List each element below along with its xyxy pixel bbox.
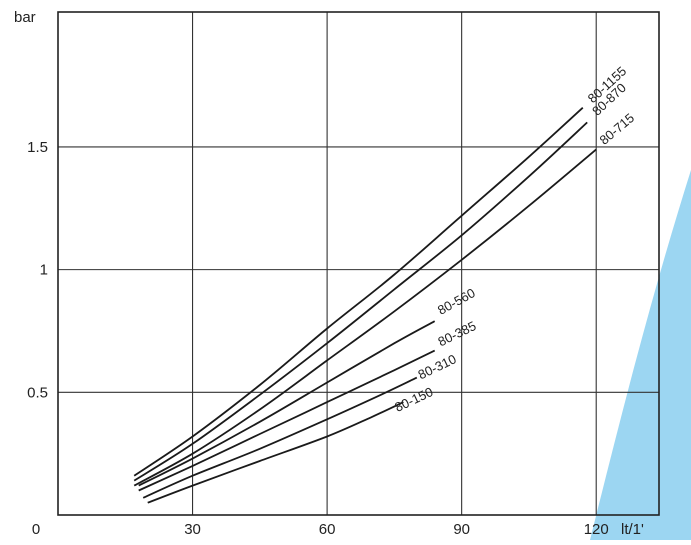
curve-80-715 <box>133 148 597 487</box>
curve-80-1155 <box>133 107 584 477</box>
x-tick-label: 90 <box>453 521 470 538</box>
tick-labels: 0 30 60 90 120 0.5 1 1.5 <box>27 139 609 538</box>
curve-80-310 <box>142 376 418 499</box>
blue-swoosh-decoration <box>590 170 691 540</box>
curve-80-870 <box>133 121 588 482</box>
x-tick-label: 0 <box>32 521 40 538</box>
series-label-80-150: 80-150 <box>392 384 435 415</box>
series-label-80-385: 80-385 <box>436 318 479 349</box>
x-tick-label: 120 <box>584 521 609 538</box>
x-tick-label: 60 <box>319 521 336 538</box>
series-labels: 80-115580-87080-71580-56080-38580-31080-… <box>392 63 637 415</box>
curve-80-560 <box>138 320 436 487</box>
x-axis-label: lt/1' <box>621 521 644 538</box>
curve-80-150 <box>147 401 404 504</box>
y-axis-label: bar <box>14 9 36 26</box>
series-label-80-560: 80-560 <box>435 285 478 318</box>
x-tick-label: 30 <box>184 521 201 538</box>
curve-80-385 <box>138 349 436 492</box>
y-tick-label: 1.5 <box>27 139 48 156</box>
plot-frame <box>57 11 660 516</box>
curves <box>133 107 597 504</box>
grid-lines <box>58 12 659 515</box>
series-label-80-715: 80-715 <box>596 110 637 148</box>
y-tick-label: 0.5 <box>27 384 48 401</box>
y-tick-label: 1 <box>40 262 48 279</box>
